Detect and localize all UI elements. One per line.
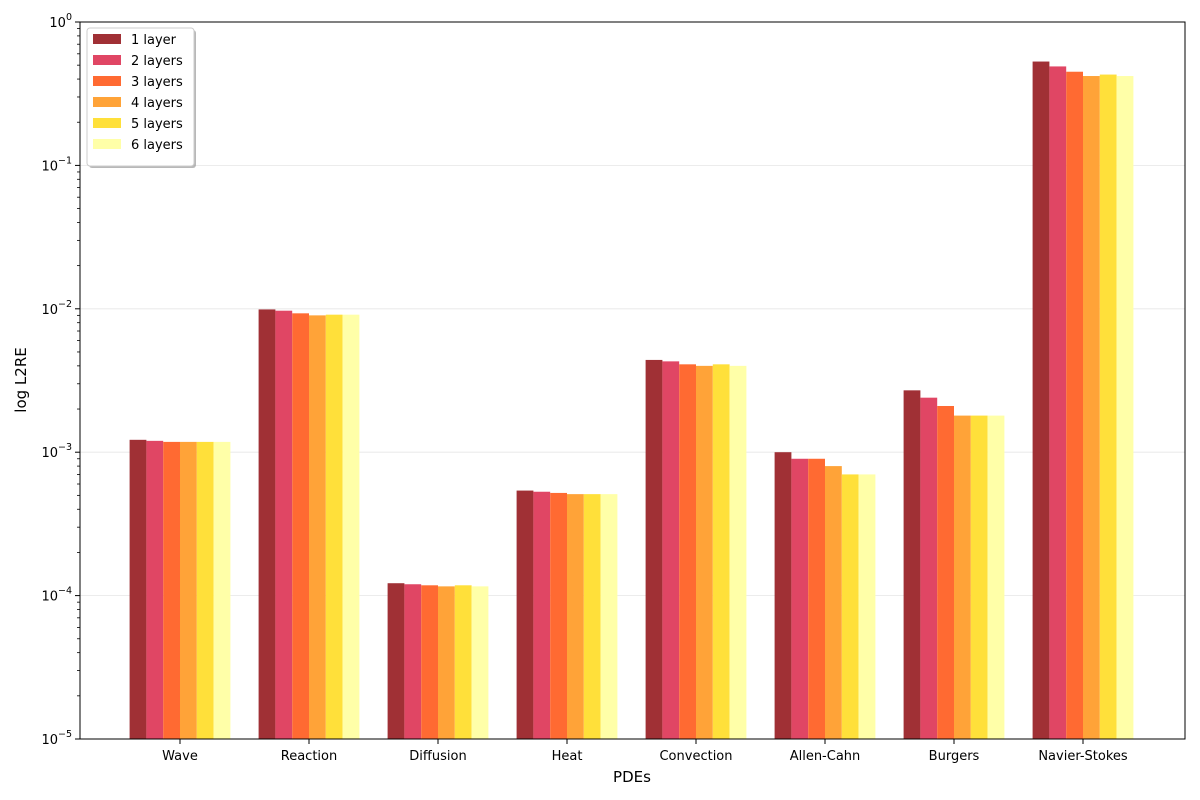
y-axis: 10−5 10−4 10−3 10−2 10−1 100	[41, 12, 80, 748]
bar	[1049, 66, 1067, 739]
bar	[987, 415, 1005, 739]
legend-label: 6 layers	[131, 138, 183, 153]
bar	[662, 361, 680, 739]
y-tick-label: 10−1	[41, 155, 72, 174]
bar	[600, 494, 618, 739]
bar	[712, 364, 730, 739]
bar	[920, 397, 938, 739]
bar	[387, 583, 405, 739]
bar	[858, 474, 876, 739]
bar	[309, 315, 326, 739]
x-tick-label: Wave	[162, 749, 198, 764]
bar	[180, 441, 197, 739]
bar	[841, 474, 859, 739]
bar	[516, 490, 534, 739]
bar	[129, 439, 147, 739]
x-tick-label: Convection	[659, 749, 732, 764]
bar	[292, 313, 309, 739]
bar	[583, 494, 601, 739]
bar	[729, 365, 747, 739]
bar	[1032, 61, 1050, 740]
bar	[679, 364, 696, 739]
bar	[791, 458, 809, 739]
bar	[438, 586, 455, 739]
bar	[1083, 76, 1100, 739]
x-tick-label: Burgers	[929, 749, 980, 764]
bar	[196, 441, 214, 739]
bar	[471, 586, 489, 739]
legend: 1 layer 2 layers 3 layers 4 layers 5 layers 6…	[86, 27, 196, 168]
legend-swatch	[93, 118, 121, 128]
legend-label: 2 layers	[131, 54, 183, 69]
bar	[1099, 74, 1117, 740]
bar	[146, 440, 164, 739]
x-tick-label: Allen-Cahn	[790, 749, 861, 764]
bar	[550, 492, 567, 739]
legend-swatch	[93, 76, 121, 86]
bar	[342, 314, 360, 739]
grid-lines	[80, 164, 1185, 596]
legend-swatch	[93, 55, 121, 65]
bar	[808, 458, 825, 739]
y-axis-title: log L2RE	[12, 347, 30, 412]
bar	[1066, 71, 1083, 740]
bar	[696, 365, 713, 739]
y-tick-label: 10−3	[41, 442, 72, 461]
legend-swatch	[93, 34, 121, 44]
x-axis: Wave Reaction Diffusion Heat Convection Allen…	[162, 739, 1128, 764]
bar	[937, 405, 954, 739]
x-tick-label: Diffusion	[409, 749, 466, 764]
bar	[825, 466, 842, 739]
legend-label: 1 layer	[131, 33, 177, 48]
x-tick-label: Navier-Stokes	[1038, 749, 1128, 764]
y-tick-label: 10−4	[41, 586, 72, 605]
legend-swatch	[93, 139, 121, 149]
bar	[645, 359, 663, 739]
x-tick-label: Heat	[552, 749, 583, 764]
y-tick-label: 10−5	[41, 729, 72, 748]
bar	[954, 415, 971, 739]
bar	[567, 494, 584, 739]
legend-label: 5 layers	[131, 117, 183, 132]
bar	[325, 314, 343, 739]
bar	[533, 491, 551, 739]
legend-swatch	[93, 97, 121, 107]
legend-label: 4 layers	[131, 96, 183, 111]
bar	[404, 584, 422, 739]
bar	[970, 415, 988, 739]
bar	[903, 390, 921, 739]
plot-area	[79, 21, 1186, 740]
bar	[1116, 76, 1134, 739]
bars	[129, 61, 1134, 740]
bar	[213, 441, 231, 739]
x-axis-title: PDEs	[613, 768, 651, 786]
bar	[275, 310, 293, 739]
bar	[163, 441, 180, 739]
bar	[258, 309, 276, 739]
y-tick-label: 10−2	[41, 299, 72, 318]
bar	[454, 585, 472, 739]
bar	[421, 585, 438, 739]
legend-label: 3 layers	[131, 75, 183, 90]
bar	[774, 452, 792, 739]
y-tick-label: 100	[49, 12, 72, 31]
x-tick-label: Reaction	[281, 749, 337, 764]
